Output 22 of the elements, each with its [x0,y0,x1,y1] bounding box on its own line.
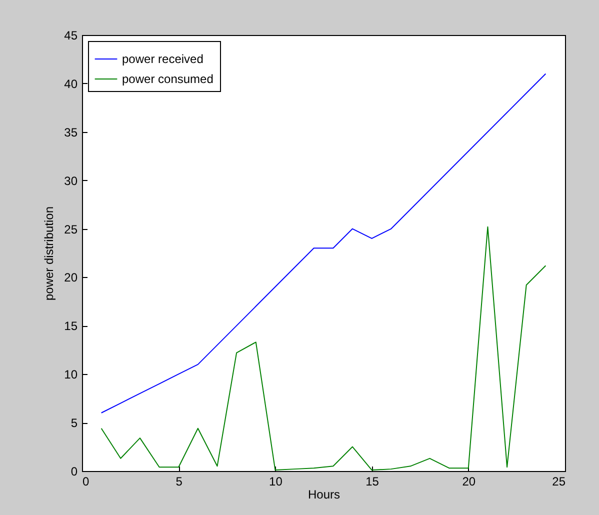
y-tick-label: 40 [64,76,78,91]
x-axis-title: Hours [308,488,340,502]
y-tick-label: 0 [70,464,78,478]
x-tick-label: 5 [176,474,183,488]
y-tick-label: 10 [64,368,78,382]
line-series [100,226,546,471]
y-tick-label: 20 [64,270,78,285]
y-tick-label: 25 [64,222,78,236]
x-tick-label: 10 [269,474,283,488]
y-tick-label: 15 [64,319,78,334]
y-tick-label: 35 [64,125,78,140]
y-tick-label: 30 [64,174,78,188]
x-tick-label: 25 [552,474,566,488]
y-tick-label: 5 [70,416,78,430]
line-series [100,73,546,414]
y-tick-label: 45 [64,28,78,42]
legend-label: power consumed [122,72,214,86]
x-tick-label: 15 [366,474,380,488]
legend-label: power received [122,52,204,66]
x-tick-label: 0 [82,474,90,488]
x-tick-label: 20 [462,474,476,488]
y-axis-title: power distribution [42,206,56,301]
